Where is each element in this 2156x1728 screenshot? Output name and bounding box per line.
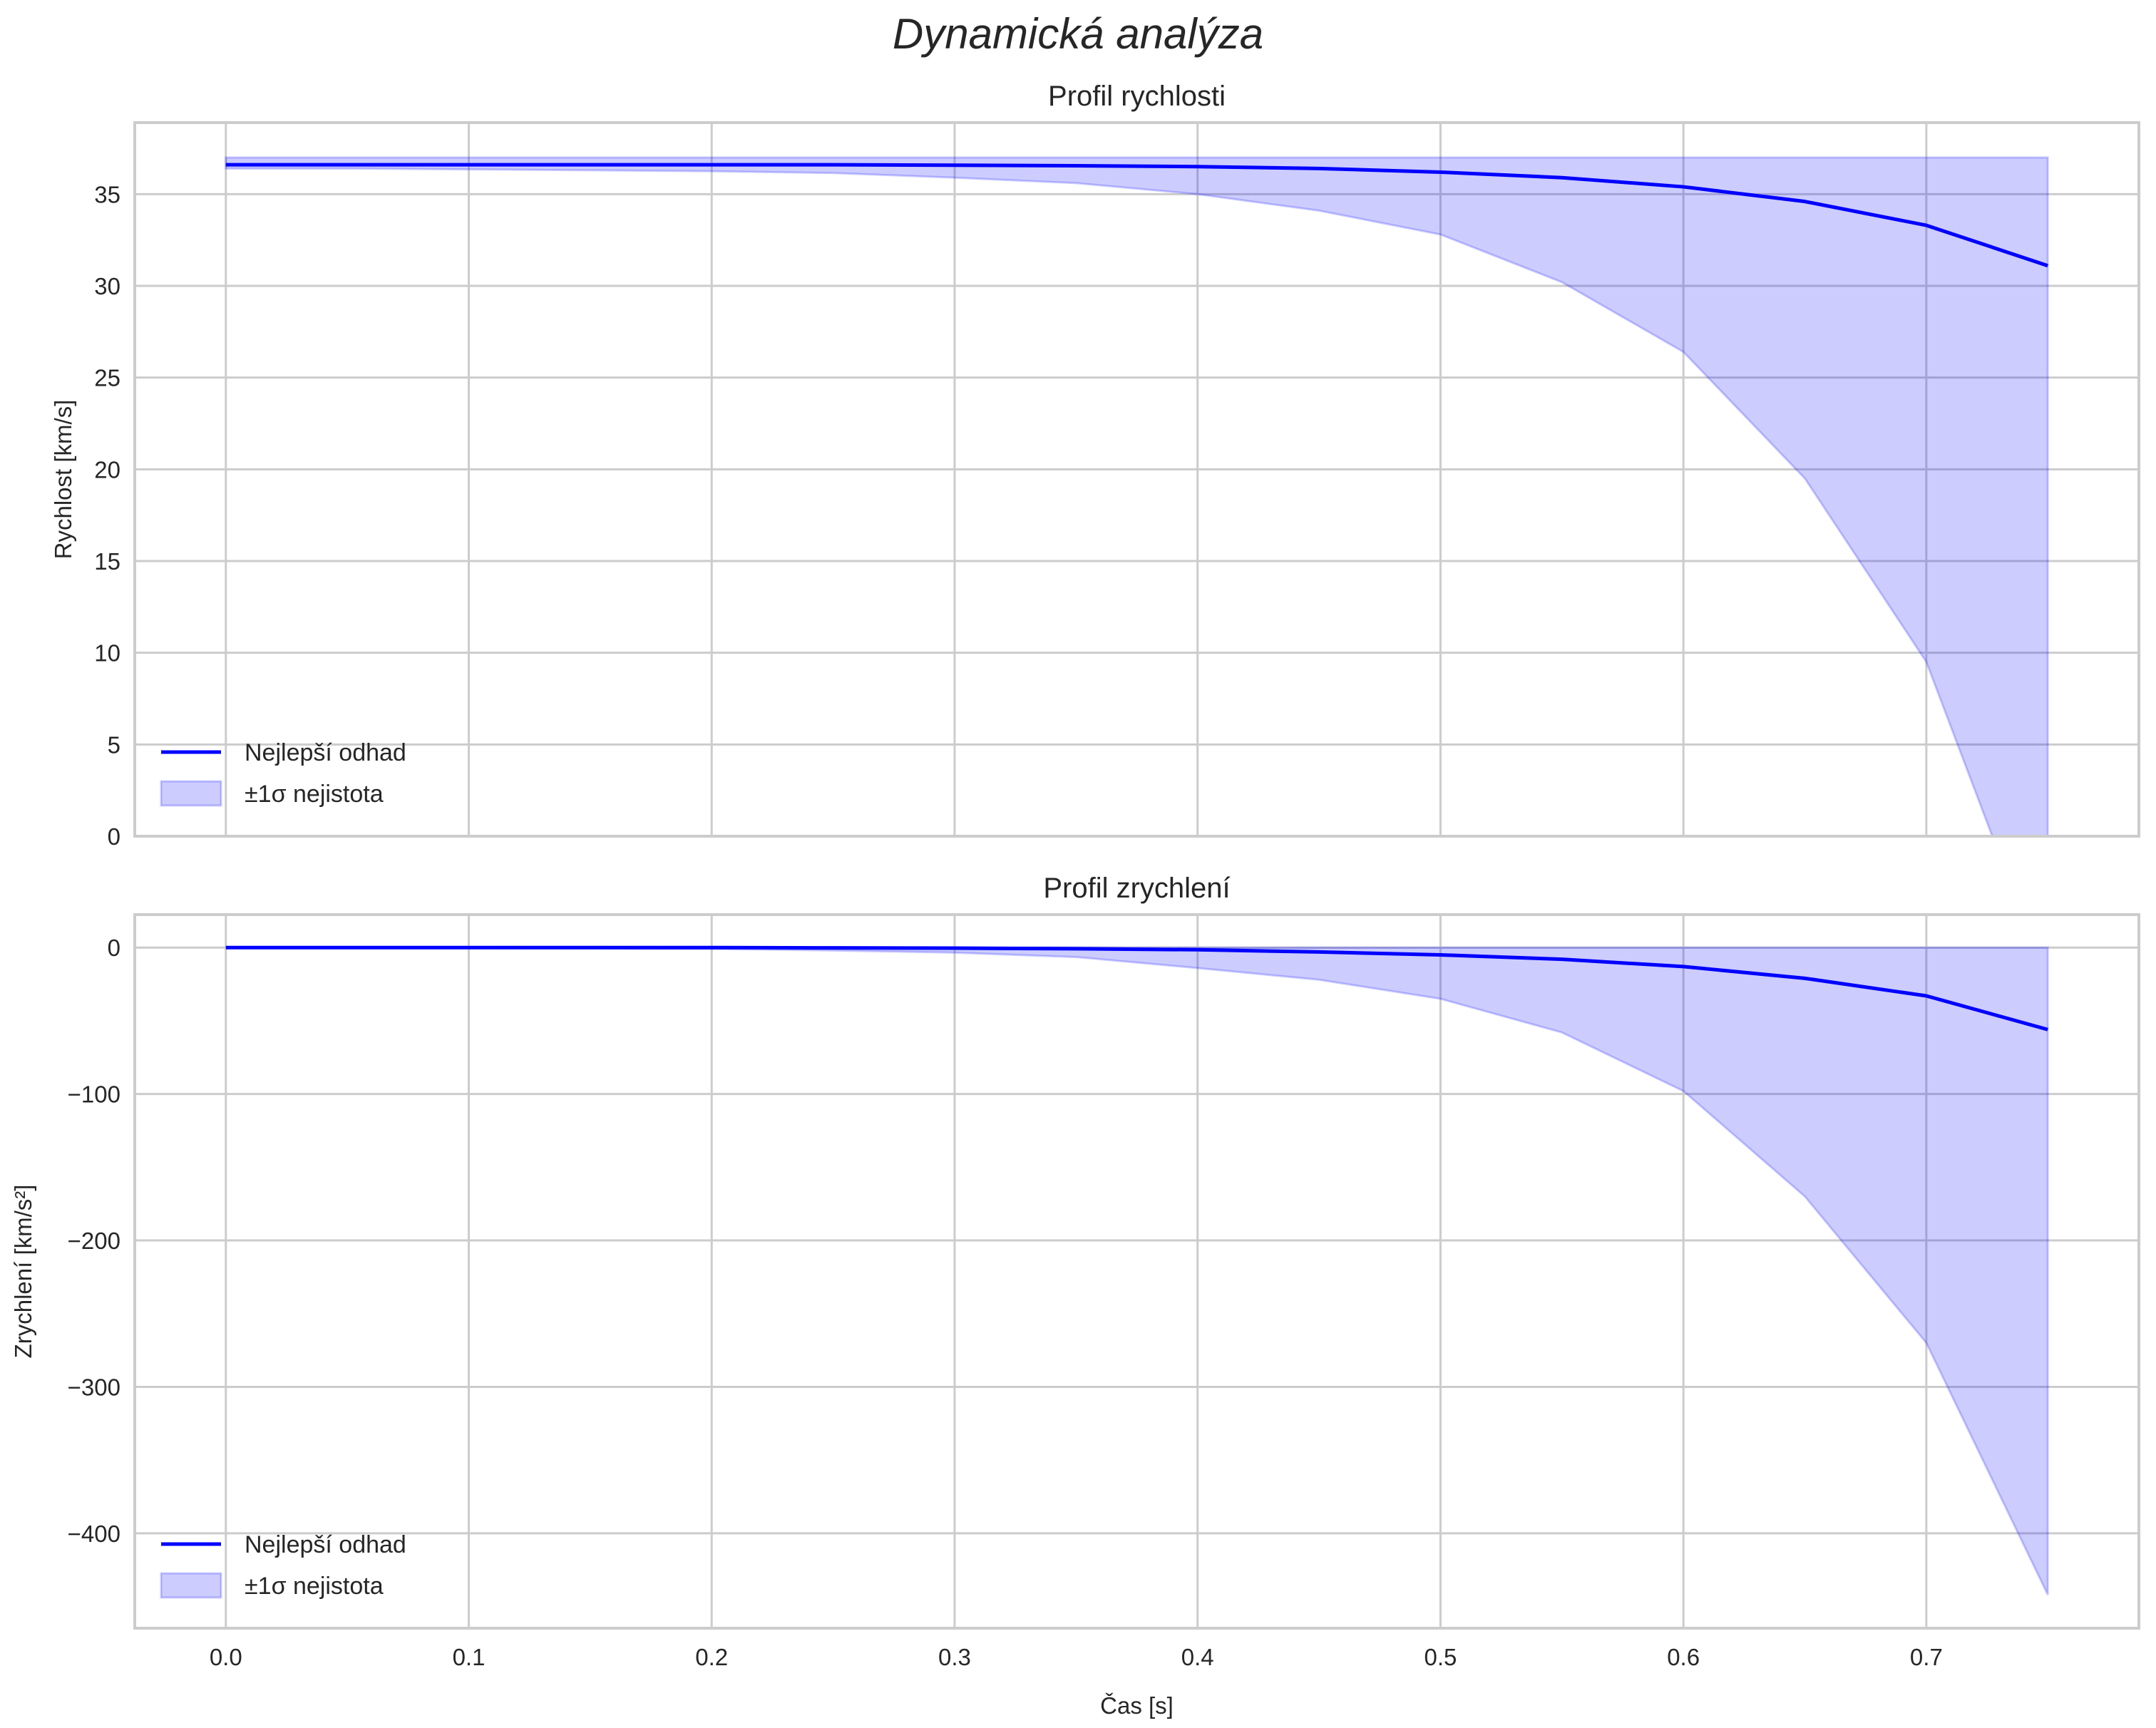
uncertainty-band bbox=[225, 156, 2049, 836]
acceleration-axes: 0.0 0.1 0.2 0.3 0.4 0.5 0.6 0.7 −400 −300 −200 −100… bbox=[10, 873, 2140, 1719]
axes-frame bbox=[133, 913, 2140, 1630]
y-tick-label: −100 bbox=[68, 1081, 120, 1108]
x-tick-label: 0.3 bbox=[938, 1644, 971, 1670]
best-estimate-line bbox=[225, 163, 2049, 268]
y-tick-label: 30 bbox=[94, 273, 120, 299]
x-tick-label: 0.6 bbox=[1667, 1644, 1700, 1670]
best-estimate-line bbox=[225, 945, 2048, 1032]
y-axis-label: Zrychlení [km/s²] bbox=[10, 1185, 36, 1359]
legend-label: Nejlepší odhad bbox=[245, 1531, 406, 1558]
legend: Nejlepší odhad ±1σ nejistota bbox=[160, 739, 406, 808]
legend-band-swatch bbox=[160, 780, 222, 807]
y-axis-label: Rychlost [km/s] bbox=[50, 400, 76, 560]
y-tick-label: 5 bbox=[108, 731, 120, 758]
x-tick-label: 0.7 bbox=[1910, 1644, 1943, 1670]
axes-title: Profil zrychlení bbox=[1043, 873, 1230, 904]
y-tick-label: 0 bbox=[108, 935, 120, 961]
x-tick-label: 0.0 bbox=[210, 1644, 242, 1670]
legend-label: ±1σ nejistota bbox=[245, 781, 384, 808]
y-tick-label: 20 bbox=[94, 456, 120, 483]
y-tick-label: 35 bbox=[94, 181, 120, 207]
legend: Nejlepší odhad ±1σ nejistota bbox=[160, 1531, 406, 1600]
uncertainty-band bbox=[225, 946, 2049, 1595]
legend-band-swatch bbox=[160, 1572, 222, 1599]
y-tick-label: −400 bbox=[68, 1521, 120, 1547]
y-tick-label: −300 bbox=[68, 1374, 120, 1400]
x-axis-label: Čas [s] bbox=[1100, 1692, 1174, 1719]
legend-label: Nejlepší odhad bbox=[245, 739, 406, 766]
figure-title: Dynamická analýza bbox=[893, 10, 1263, 58]
x-tick-label: 0.4 bbox=[1181, 1644, 1214, 1670]
plot-area bbox=[225, 945, 2049, 1595]
y-tick-label: 15 bbox=[94, 548, 120, 575]
x-tick-label: 0.1 bbox=[453, 1644, 486, 1670]
legend-label: ±1σ nejistota bbox=[245, 1573, 384, 1600]
axes-title: Profil rychlosti bbox=[1048, 81, 1226, 112]
y-tick-label: 10 bbox=[94, 640, 120, 667]
x-tick-label: 0.2 bbox=[695, 1644, 728, 1670]
y-tick-label: 0 bbox=[108, 823, 120, 850]
y-tick-label: 25 bbox=[94, 365, 120, 391]
x-tick-label: 0.5 bbox=[1424, 1644, 1457, 1670]
y-tick-label: −200 bbox=[68, 1228, 120, 1254]
plot-area bbox=[225, 156, 2049, 836]
velocity-axes: 0 5 10 15 20 25 30 35 Profil rychlosti Rychlost [… bbox=[50, 81, 2140, 850]
axes-frame bbox=[133, 121, 2140, 838]
